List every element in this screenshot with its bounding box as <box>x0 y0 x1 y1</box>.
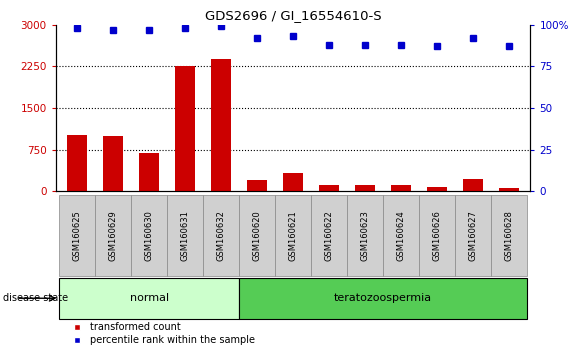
Bar <box>391 185 411 191</box>
Text: GSM160623: GSM160623 <box>360 210 369 261</box>
Bar <box>491 195 527 276</box>
Text: teratozoospermia: teratozoospermia <box>334 293 432 303</box>
Bar <box>275 195 311 276</box>
Text: normal: normal <box>130 293 169 303</box>
Bar <box>355 184 375 191</box>
Text: GSM160620: GSM160620 <box>253 210 261 261</box>
Bar <box>59 278 239 319</box>
Bar <box>175 67 195 191</box>
Text: GSM160621: GSM160621 <box>288 210 298 261</box>
Text: GSM160631: GSM160631 <box>180 210 190 261</box>
Bar <box>139 153 159 191</box>
Bar <box>131 195 167 276</box>
Text: GSM160622: GSM160622 <box>325 210 333 261</box>
Bar <box>283 173 303 191</box>
Bar <box>463 179 483 191</box>
Bar <box>347 195 383 276</box>
Bar <box>67 135 87 191</box>
Bar <box>311 195 347 276</box>
Text: GSM160626: GSM160626 <box>432 210 441 261</box>
Bar <box>59 195 95 276</box>
Text: GSM160632: GSM160632 <box>217 210 226 261</box>
Text: disease state: disease state <box>3 293 68 303</box>
Title: GDS2696 / GI_16554610-S: GDS2696 / GI_16554610-S <box>205 9 381 22</box>
Legend: transformed count, percentile rank within the sample: transformed count, percentile rank withi… <box>63 319 258 349</box>
Bar <box>95 195 131 276</box>
Bar <box>167 195 203 276</box>
Bar <box>383 195 419 276</box>
Bar <box>239 195 275 276</box>
Text: GSM160624: GSM160624 <box>396 210 406 261</box>
Bar <box>499 188 519 191</box>
Bar <box>211 59 231 191</box>
Bar <box>319 185 339 191</box>
Text: GSM160627: GSM160627 <box>468 210 477 261</box>
Bar <box>419 195 455 276</box>
Bar <box>247 180 267 191</box>
Text: GSM160629: GSM160629 <box>109 210 118 261</box>
Text: GSM160625: GSM160625 <box>73 210 81 261</box>
Bar <box>455 195 491 276</box>
Bar <box>239 278 527 319</box>
Bar <box>203 195 239 276</box>
Bar <box>427 187 447 191</box>
Text: GSM160630: GSM160630 <box>145 210 154 261</box>
Bar <box>103 136 123 191</box>
Text: GSM160628: GSM160628 <box>505 210 513 261</box>
